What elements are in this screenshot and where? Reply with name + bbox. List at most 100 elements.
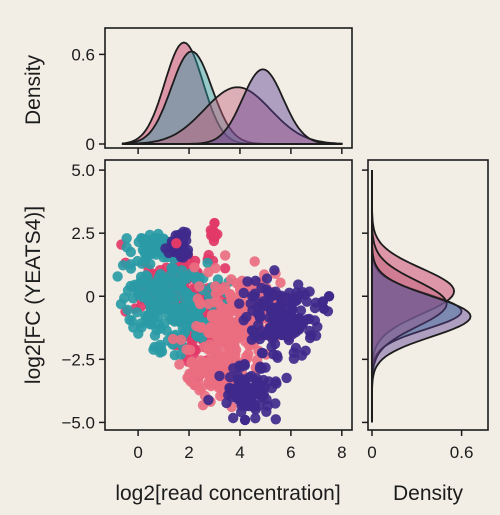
- scatter-point: [284, 287, 295, 298]
- scatter-y-axis-label: log2[FC (YEATS4)]: [22, 206, 45, 384]
- scatter-point: [239, 359, 250, 370]
- scatter-point: [284, 327, 296, 338]
- scatter-point: [124, 314, 135, 325]
- scatter-point: [148, 344, 159, 355]
- top-density-frame: [104, 27, 353, 149]
- scatter-point: [266, 341, 277, 352]
- scatter-point: [209, 217, 220, 229]
- y-tick-label: −2.5: [61, 350, 95, 369]
- axes: 0 2 4 6 8 5.0 2.5 0 −2.5 −5.0 0.6 0 0 0.6: [61, 45, 473, 462]
- x-tick-label: 8: [337, 443, 346, 462]
- scatter-point: [213, 320, 224, 331]
- scatter-point: [252, 377, 263, 388]
- scatter-point: [269, 265, 280, 276]
- scatter-point: [155, 295, 166, 306]
- scatter-point: [210, 281, 221, 292]
- scatter-point: [182, 249, 193, 260]
- scatter-point: [236, 400, 247, 411]
- x-tick-label: 2: [184, 443, 193, 462]
- scatter-point: [121, 233, 132, 244]
- scatter-point: [203, 267, 214, 278]
- scatter-point: [146, 288, 157, 300]
- scatter-point: [191, 320, 202, 332]
- scatter-point: [254, 400, 265, 411]
- y-tick-label: 5.0: [71, 161, 95, 180]
- scatter-point: [139, 236, 150, 248]
- right-density-x-tick-label: 0.6: [450, 443, 474, 462]
- scatter-point: [119, 292, 130, 304]
- scatter-point: [194, 297, 205, 308]
- right-density-plot: [371, 170, 472, 423]
- top-density-y-axis-label: Density: [22, 54, 45, 125]
- scatter-point: [242, 276, 253, 287]
- scatter-point: [184, 368, 195, 379]
- scatter-point: [276, 296, 287, 307]
- scatter-point: [221, 397, 232, 409]
- scatter-point: [219, 263, 231, 274]
- scatter-point: [202, 257, 213, 269]
- scatter-plot: [112, 217, 335, 426]
- scatter-point: [250, 275, 261, 286]
- top-density-plot: [121, 41, 343, 145]
- scatter-point: [271, 350, 283, 361]
- scatter-point: [245, 298, 256, 309]
- scatter-point: [238, 315, 249, 326]
- scatter-point: [246, 385, 257, 396]
- scatter-point: [288, 347, 299, 358]
- scatter-point: [216, 336, 227, 347]
- scatter-point: [281, 372, 292, 384]
- scatter-point: [185, 344, 196, 356]
- scatter-point: [270, 286, 281, 297]
- scatter-point: [167, 333, 179, 345]
- scatter-point: [274, 311, 285, 322]
- scatter-point: [171, 278, 182, 290]
- scatter-point: [235, 331, 246, 342]
- scatter-point: [136, 322, 147, 333]
- right-density-frame: [367, 159, 489, 431]
- x-tick-label: 4: [235, 443, 244, 462]
- scatter-point: [215, 352, 227, 364]
- scatter-point: [149, 237, 160, 248]
- x-tick-label: 6: [286, 443, 295, 462]
- right-density-x-tick-label: 0: [367, 443, 376, 462]
- scatter-point: [249, 256, 260, 267]
- scatter-point: [309, 302, 321, 314]
- scatter-point: [255, 361, 266, 372]
- right-density-x-axis-label: Density: [393, 482, 464, 505]
- scatter-point: [276, 324, 288, 336]
- scatter-point: [177, 292, 189, 303]
- scatter-point: [174, 359, 185, 370]
- scatter-point: [140, 253, 152, 264]
- y-tick-label: 0: [86, 287, 95, 306]
- scatter-point: [155, 323, 166, 334]
- scatter-point: [294, 314, 306, 325]
- scatter-point: [261, 394, 272, 405]
- top-density-y-tick-label: 0: [86, 135, 95, 154]
- scatter-point: [224, 318, 236, 330]
- scatter-point: [203, 394, 214, 406]
- top-density-y-tick-label: 0.6: [71, 45, 95, 64]
- scatter-point: [162, 285, 174, 296]
- scatter-point: [171, 238, 182, 249]
- x-tick-label: 0: [133, 443, 142, 462]
- scatter-point: [133, 283, 144, 295]
- scatter-point: [226, 389, 238, 400]
- scatter-point: [257, 300, 268, 311]
- scatter-point: [146, 300, 157, 311]
- scatter-point: [287, 303, 298, 315]
- scatter-point: [179, 326, 191, 338]
- scatter-point: [117, 260, 129, 271]
- scatter-point: [275, 277, 286, 288]
- scatter-point: [243, 372, 255, 383]
- scatter-point: [175, 334, 187, 345]
- scatter-point: [227, 332, 238, 343]
- scatter-point: [194, 281, 205, 292]
- scatter-frame: [104, 159, 353, 431]
- scatter-point: [261, 284, 272, 295]
- scatter-point: [270, 414, 281, 425]
- scatter-point: [158, 233, 169, 244]
- scatter-point: [206, 311, 218, 322]
- scatter-point: [310, 330, 322, 341]
- scatter-point: [169, 316, 180, 327]
